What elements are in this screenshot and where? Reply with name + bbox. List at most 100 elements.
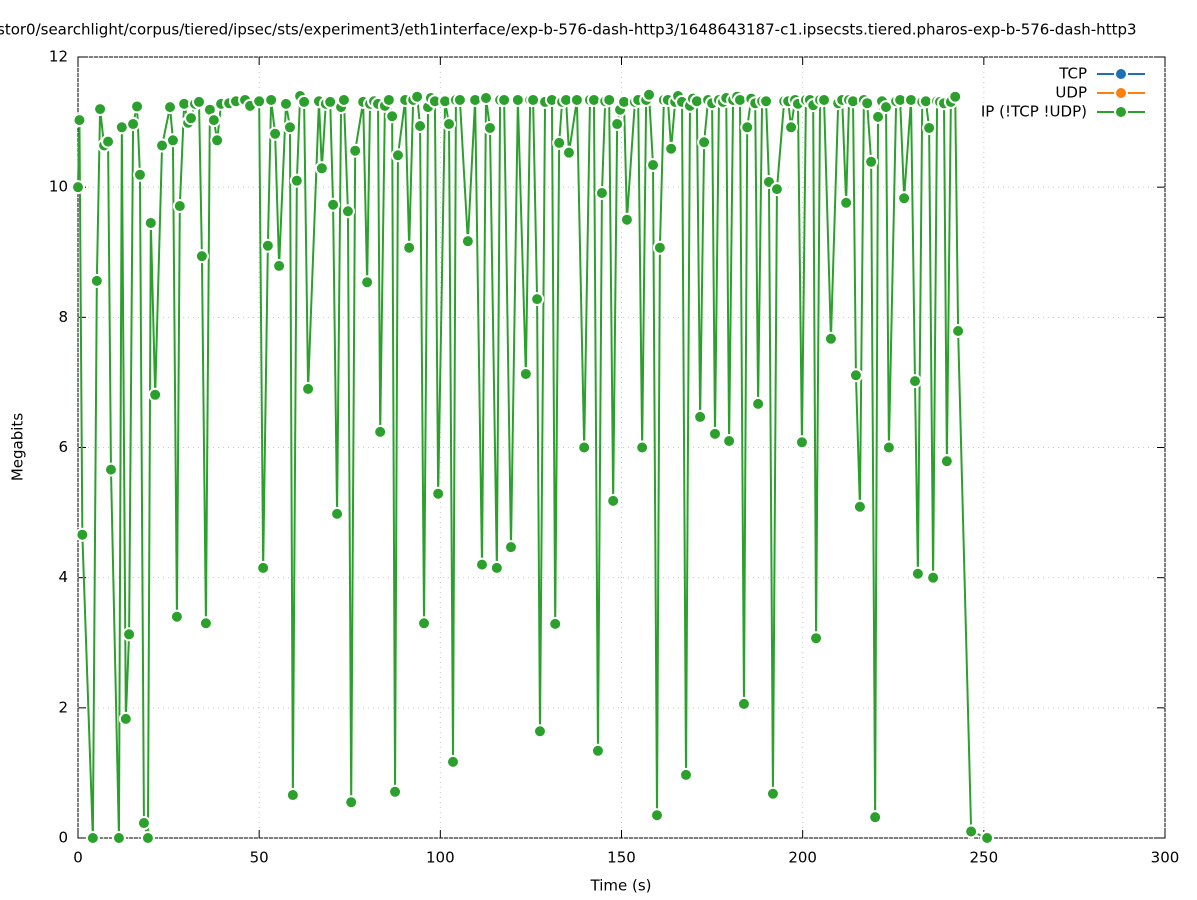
data-point [442, 117, 457, 132]
data-point [577, 440, 592, 455]
data-point [402, 240, 417, 255]
data-point [652, 240, 667, 255]
legend-marker [1114, 105, 1128, 119]
data-point [751, 396, 766, 411]
data-point [85, 831, 100, 845]
data-point [852, 499, 867, 514]
data-point [904, 92, 919, 107]
x-tick-label: 200 [788, 849, 817, 867]
data-point [163, 100, 178, 115]
data-point [381, 92, 396, 107]
data-point [256, 560, 271, 575]
data-point [417, 616, 432, 631]
data-point [446, 754, 461, 769]
data-point [155, 138, 170, 153]
data-point [143, 215, 158, 230]
data-point [478, 91, 493, 106]
data-point [93, 102, 108, 117]
data-point [569, 92, 584, 107]
y-axis-label: Megabits [9, 413, 27, 481]
data-point [765, 786, 780, 801]
data-point [697, 135, 712, 150]
data-point [860, 96, 875, 111]
data-point [72, 113, 87, 128]
data-point [839, 195, 854, 210]
x-tick-label: 250 [970, 849, 999, 867]
data-point [75, 527, 90, 542]
data-point [664, 141, 679, 156]
data-point [939, 454, 954, 469]
data-point [707, 426, 722, 441]
data-point [282, 120, 297, 135]
data-point [165, 133, 180, 148]
y-tick-label: 8 [58, 308, 68, 326]
legend-label: UDP [1055, 84, 1087, 102]
data-point [610, 117, 625, 132]
data-point [926, 570, 941, 585]
y-tick-label: 4 [58, 568, 68, 586]
data-point [489, 560, 504, 575]
data-point [809, 631, 824, 646]
x-tick-label: 0 [73, 849, 83, 867]
data-point [272, 258, 287, 273]
legend-label: TCP [1058, 65, 1087, 83]
x-axis-label: Time (s) [590, 877, 652, 895]
legend-marker [1114, 67, 1128, 81]
data-point [879, 100, 894, 115]
data-point [136, 816, 151, 831]
data-point [194, 249, 209, 264]
y-tick-label: 0 [58, 829, 68, 847]
data-point [518, 366, 533, 381]
data-point [169, 609, 184, 624]
data-point [602, 92, 617, 107]
data-point [951, 324, 966, 339]
data-point [314, 161, 329, 176]
data-point [532, 724, 547, 739]
data-point [184, 111, 199, 126]
data-point [693, 409, 708, 424]
y-tick-label: 6 [58, 438, 68, 456]
data-point [590, 743, 605, 758]
data-point [642, 87, 657, 102]
chart-title: stor0/searchlight/corpus/tiered/ipsec/st… [0, 21, 1137, 39]
data-point [526, 92, 541, 107]
data-point [140, 831, 155, 845]
data-point [794, 435, 809, 450]
data-point [510, 92, 525, 107]
data-point [881, 440, 896, 455]
data-point [122, 627, 137, 642]
x-tick-label: 50 [250, 849, 269, 867]
data-point [561, 145, 576, 160]
data-point [373, 424, 388, 439]
data-point [635, 440, 650, 455]
data-point [871, 109, 886, 124]
data-point [297, 94, 312, 109]
data-point [452, 92, 467, 107]
data-point [922, 120, 937, 135]
data-point [348, 143, 363, 158]
data-point [736, 696, 751, 711]
data-point [740, 120, 755, 135]
data-point [285, 788, 300, 803]
data-point [301, 381, 316, 396]
data-point [848, 368, 863, 383]
data-point [482, 120, 497, 135]
data-point [823, 331, 838, 346]
data-point [114, 120, 129, 135]
data-point [475, 557, 490, 572]
data-point [552, 135, 567, 150]
data-point [594, 186, 609, 201]
data-point [132, 167, 147, 182]
data-point [650, 808, 665, 823]
data-point [360, 275, 375, 290]
data-point [503, 540, 518, 555]
data-point [606, 493, 621, 508]
x-tick-label: 100 [426, 849, 455, 867]
data-point [619, 212, 634, 227]
data-point [964, 824, 979, 839]
data-point [71, 180, 85, 195]
data-point [330, 506, 345, 521]
data-point [678, 767, 693, 782]
